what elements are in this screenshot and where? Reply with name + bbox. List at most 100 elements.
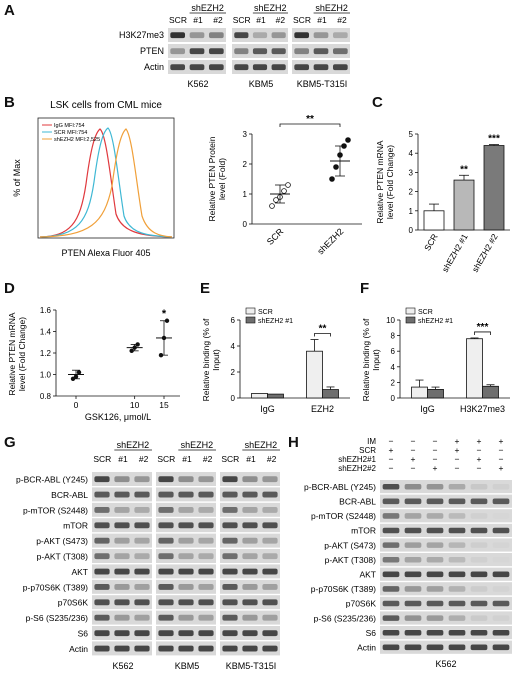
f-bar	[466, 338, 483, 399]
b-y-tick-label: 2	[243, 160, 248, 169]
g-blot-row-band	[222, 507, 238, 513]
h-blot-row-band	[426, 498, 444, 505]
g-blot-row-band	[158, 568, 174, 575]
a-blot-row-band	[170, 64, 186, 71]
e-significance-label: **	[319, 324, 327, 335]
e-y-tick-label: 4	[231, 342, 236, 351]
f-y-tick-label: 0	[391, 394, 396, 403]
h-blot-row-band	[426, 542, 444, 548]
h-row-label: mTOR	[351, 526, 376, 536]
h-blot-row-band	[492, 527, 510, 534]
a-row-label: H3K27me3	[119, 30, 164, 40]
flow-legend-scr: SCR MFI:754	[54, 130, 87, 136]
g-blot-row-band	[198, 645, 214, 652]
h-blot-row-band	[382, 571, 400, 578]
g-blot-row-band	[262, 630, 278, 637]
c-significance-label: **	[460, 164, 468, 175]
e-y-axis-label-line: Input)	[211, 349, 221, 371]
g-blot-row-band	[242, 630, 258, 637]
g-blot-row-band	[178, 522, 194, 529]
h-row-label: AKT	[359, 570, 376, 580]
h-blot-row-band	[404, 629, 422, 636]
b-data-point	[329, 176, 335, 182]
g-blot-row-band	[262, 599, 278, 606]
g-blot-row-band	[114, 522, 130, 529]
a-lane-label: #1	[317, 15, 327, 25]
c-bar	[453, 179, 475, 231]
f-legend-swatch	[405, 307, 416, 315]
g-blot-row-band	[158, 491, 174, 498]
a-row-label: PTEN	[140, 46, 164, 56]
d-y-tick-label: 1.0	[40, 371, 52, 380]
g-blot-row-band	[114, 584, 130, 590]
g-blot-row-band	[94, 584, 110, 590]
h-blot-row-background	[380, 640, 512, 654]
g-blot-row-band	[222, 491, 238, 498]
a-group-header: shEZH2	[254, 3, 287, 13]
h-blot-row-band	[382, 556, 400, 563]
h-blot-row-band	[382, 644, 400, 651]
g-blot-row-band	[242, 476, 258, 483]
g-blot-row-band	[114, 537, 130, 544]
a-lane-label: #2	[276, 15, 286, 25]
h-row-label: Actin	[357, 643, 376, 653]
h-blot-row-band	[382, 615, 400, 621]
g-row-label: AKT	[71, 567, 88, 577]
f-significance-bracket	[474, 331, 491, 335]
d-y-tick-label: 1.4	[40, 328, 52, 337]
a-blot-row-band	[294, 48, 310, 55]
g-lane-label: #2	[267, 454, 277, 464]
g-blot-row-band	[178, 630, 194, 637]
a-group-header: shEZH2	[315, 3, 348, 13]
b-data-point	[333, 164, 339, 170]
panel-e-bar-chart: 0 2 4 6 Relative binding (% ofInput) IgG EZH2 *…	[201, 307, 350, 414]
b-data-point	[269, 203, 275, 209]
g-blot-row-band	[262, 507, 278, 513]
d-data-point	[76, 370, 82, 375]
h-blot-row-band	[470, 542, 488, 548]
e-bar	[306, 350, 323, 399]
g-row-label: p-BCR-ABL (Y245)	[16, 474, 88, 484]
h-row-label: p-BCR-ABL (Y245)	[304, 482, 376, 492]
h-blot-row-band	[404, 556, 422, 563]
h-blot-row-band	[470, 527, 488, 534]
flow-curve-shezh2	[39, 128, 173, 238]
a-lane-label: SCR	[233, 15, 251, 25]
d-x-tick-label: 0	[74, 400, 79, 410]
h-condition-mark: +	[455, 436, 460, 446]
h-blot-row-band	[426, 629, 444, 636]
h-condition-mark: −	[455, 463, 460, 473]
g-blot-row-band	[198, 568, 214, 575]
g-blot-row-band	[198, 507, 214, 513]
e-legend-label: SCR	[258, 309, 273, 316]
a-blot-row-band	[271, 32, 286, 39]
g-group-header: shEZH2	[181, 440, 214, 450]
h-blot-row-band	[382, 600, 400, 607]
b-significance-bracket	[279, 123, 341, 127]
f-y-axis-label: Relative binding (% ofInput)	[361, 318, 381, 401]
g-blot-row-band	[178, 645, 194, 652]
g-blot-row-band	[178, 491, 194, 498]
b-y-tick-label: 1	[243, 190, 248, 199]
d-y-axis-label-line: level (Fold Change)	[17, 317, 27, 391]
h-blot-row-band	[470, 615, 488, 621]
h-blot-row-band	[426, 644, 444, 651]
g-lane-label: #1	[118, 454, 128, 464]
g-blot-row-band	[114, 568, 130, 575]
g-blot-row-band	[198, 537, 214, 544]
g-row-label: BCR-ABL	[51, 490, 88, 500]
g-blot-row-band	[134, 568, 150, 575]
g-blot-row-band	[158, 507, 174, 513]
d-y-tick-label: 1.6	[40, 306, 52, 315]
f-y-tick-label: 8	[391, 332, 396, 341]
panel-label-c: C	[372, 94, 383, 111]
g-row-label: p-S6 (S235/236)	[26, 613, 89, 623]
e-y-tick-label: 6	[231, 316, 236, 325]
d-x-tick-label: 15	[159, 400, 169, 410]
h-blot-row-band	[470, 498, 488, 505]
d-significance-label: *	[162, 308, 167, 320]
h-blot-row-band	[492, 513, 510, 519]
a-lane-label: SCR	[169, 15, 187, 25]
e-legend-swatch	[245, 307, 256, 315]
g-lane-label: #1	[182, 454, 192, 464]
